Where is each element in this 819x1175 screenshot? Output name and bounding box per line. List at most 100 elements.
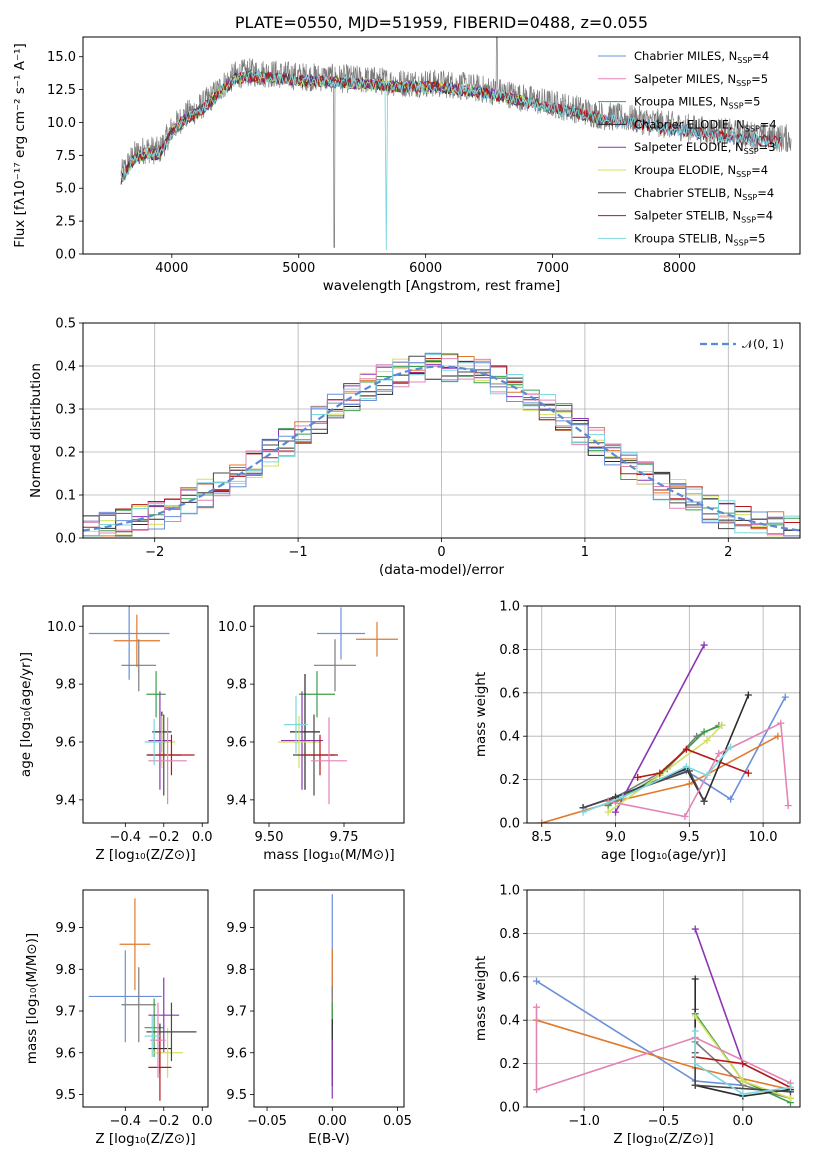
weight-point (691, 975, 699, 983)
weight-point (715, 750, 723, 758)
x-tick-label: 1 (581, 545, 589, 560)
legend-suffix: =4 (760, 117, 777, 131)
chart-title: PLATE=0550, MJD=51959, FIBERID=0488, z=0… (235, 13, 648, 32)
weight-series-line (607, 724, 723, 813)
legend-sub: SSP (734, 238, 749, 247)
weight-point (682, 763, 690, 771)
weight-point (700, 728, 708, 736)
weight-point (739, 1077, 747, 1085)
x-tick-label: 6000 (409, 261, 442, 276)
legend-label: Chabrier MILES, NSSP=4 (634, 49, 769, 65)
weight-point (718, 721, 726, 729)
y-tick-label: 9.9 (226, 921, 247, 936)
legend-suffix: =5 (751, 72, 768, 86)
y-tick-label: 0.1 (55, 489, 76, 504)
legend-label: 𝒩(0, 1) (742, 337, 784, 351)
y-tick-label: 9.6 (55, 1046, 76, 1061)
legend-suffix: =4 (751, 163, 768, 177)
plot-area (538, 641, 792, 823)
x-tick-label: −1.0 (568, 1114, 600, 1129)
x-tick-label: 10.0 (749, 830, 778, 845)
weight-series-line (614, 644, 705, 813)
weight-series-line (637, 748, 749, 779)
y-tick-label: 0.4 (55, 360, 76, 375)
y-axis-label: Flux [fλ10⁻¹⁷ erg cm⁻² s⁻¹ A⁻¹] (12, 43, 28, 248)
y-tick-label: 1.0 (499, 600, 520, 615)
axes-frame (253, 889, 405, 1108)
weight-point (682, 745, 690, 753)
x-tick-label: 9.75 (330, 830, 359, 845)
y-tick-label: 15.0 (47, 50, 76, 65)
plot-area (83, 352, 800, 537)
weight-point (656, 769, 664, 777)
y-tick-label: 9.6 (226, 1046, 247, 1061)
legend-suffix: =4 (756, 209, 773, 223)
legend-sub: SSP (736, 170, 751, 179)
x-tick-label: 0.0 (192, 1114, 213, 1129)
y-tick-label: 5.0 (55, 182, 76, 197)
y-axis-label: mass weight (473, 956, 489, 1041)
panel-spectrum: 4000 5000 6000 7000 8000 0.0 2.5 5.0 7.5 10.0 12.5… (12, 13, 801, 294)
weight-point (612, 808, 620, 816)
legend-name: Kroupa MILES, N (634, 95, 729, 109)
weight-point (579, 808, 587, 816)
y-tick-label: 0.2 (499, 773, 520, 788)
normal-distribution-curve (83, 365, 800, 532)
y-axis-label: Normed distribution (28, 363, 44, 498)
observed-spectrum (120, 37, 792, 248)
axes-frame (82, 889, 209, 1108)
y-tick-label: 9.4 (226, 793, 247, 808)
weight-point (691, 1012, 699, 1020)
weight-series-line (694, 1031, 791, 1095)
x-tick-label: 9.5 (679, 830, 700, 845)
y-tick-label: 9.6 (55, 735, 76, 750)
weight-point (739, 1060, 747, 1068)
y-tick-label: 9.8 (55, 963, 76, 978)
weight-point (619, 793, 627, 801)
x-axis-label: mass [log₁₀(M/M⊙)] (263, 847, 394, 863)
legend-label: Salpeter STELIB, NSSP=4 (634, 209, 773, 225)
x-axis-label: age [log₁₀(age/yr)] (601, 847, 726, 863)
y-tick-label: 9.5 (226, 1088, 247, 1103)
y-tick-label: 0.8 (499, 927, 520, 942)
y-tick-label: 10.0 (47, 620, 76, 635)
legend-label: Salpeter ELODIE, NSSP=3 (634, 140, 776, 156)
y-tick-label: 0.4 (499, 730, 520, 745)
legend-sub: SSP (741, 216, 756, 225)
y-tick-label: 12.5 (47, 83, 76, 98)
weight-point (781, 693, 789, 701)
x-tick-label: −0.2 (148, 830, 180, 845)
legend-suffix: =5 (744, 95, 761, 109)
weight-point (727, 795, 735, 803)
weight-series-line (536, 980, 743, 1087)
weight-point (691, 925, 699, 933)
weight-point (691, 1060, 699, 1068)
panel-weight-vs-Z: −1.0 −0.5 0.0 0.0 0.2 0.4 0.6 0.8 1.0 Z [log₁₀(Z/… (473, 884, 801, 1147)
y-tick-label: 10.0 (47, 116, 76, 131)
legend-label: Chabrier STELIB, NSSP=4 (634, 186, 774, 202)
weight-point (634, 773, 642, 781)
weight-point (703, 771, 711, 779)
panel-weight-vs-age: 8.5 9.0 9.5 10.0 0.0 0.2 0.4 0.6 0.8 1.0 age [log₁… (473, 600, 801, 863)
weight-point (533, 1003, 541, 1011)
x-tick-label: 8000 (663, 261, 696, 276)
y-axis-label: mass [log₁₀(M/M⊙)] (24, 933, 40, 1064)
y-tick-label: 0.4 (499, 1014, 520, 1029)
plot-area (120, 37, 792, 251)
weight-point (691, 1027, 699, 1035)
y-tick-label: 0.3 (55, 403, 76, 418)
weight-point (784, 802, 792, 810)
y-tick-label: 7.5 (55, 149, 76, 164)
x-axis-label: Z [log₁₀(Z/Z⊙)] (95, 847, 195, 863)
x-tick-label: −0.4 (110, 1114, 142, 1129)
legend-suffix: =4 (752, 49, 769, 63)
axes-frame (526, 889, 801, 1108)
x-tick-label: 2 (724, 545, 732, 560)
y-tick-label: 1.0 (499, 884, 520, 899)
weight-point (744, 691, 752, 699)
weight-point (739, 1090, 747, 1098)
plot-area (278, 607, 398, 805)
y-tick-label: 9.7 (226, 1005, 247, 1020)
y-tick-label: 9.8 (226, 678, 247, 693)
